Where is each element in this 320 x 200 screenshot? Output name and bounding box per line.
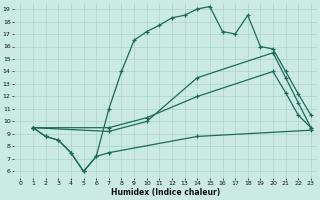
X-axis label: Humidex (Indice chaleur): Humidex (Indice chaleur) — [111, 188, 220, 197]
